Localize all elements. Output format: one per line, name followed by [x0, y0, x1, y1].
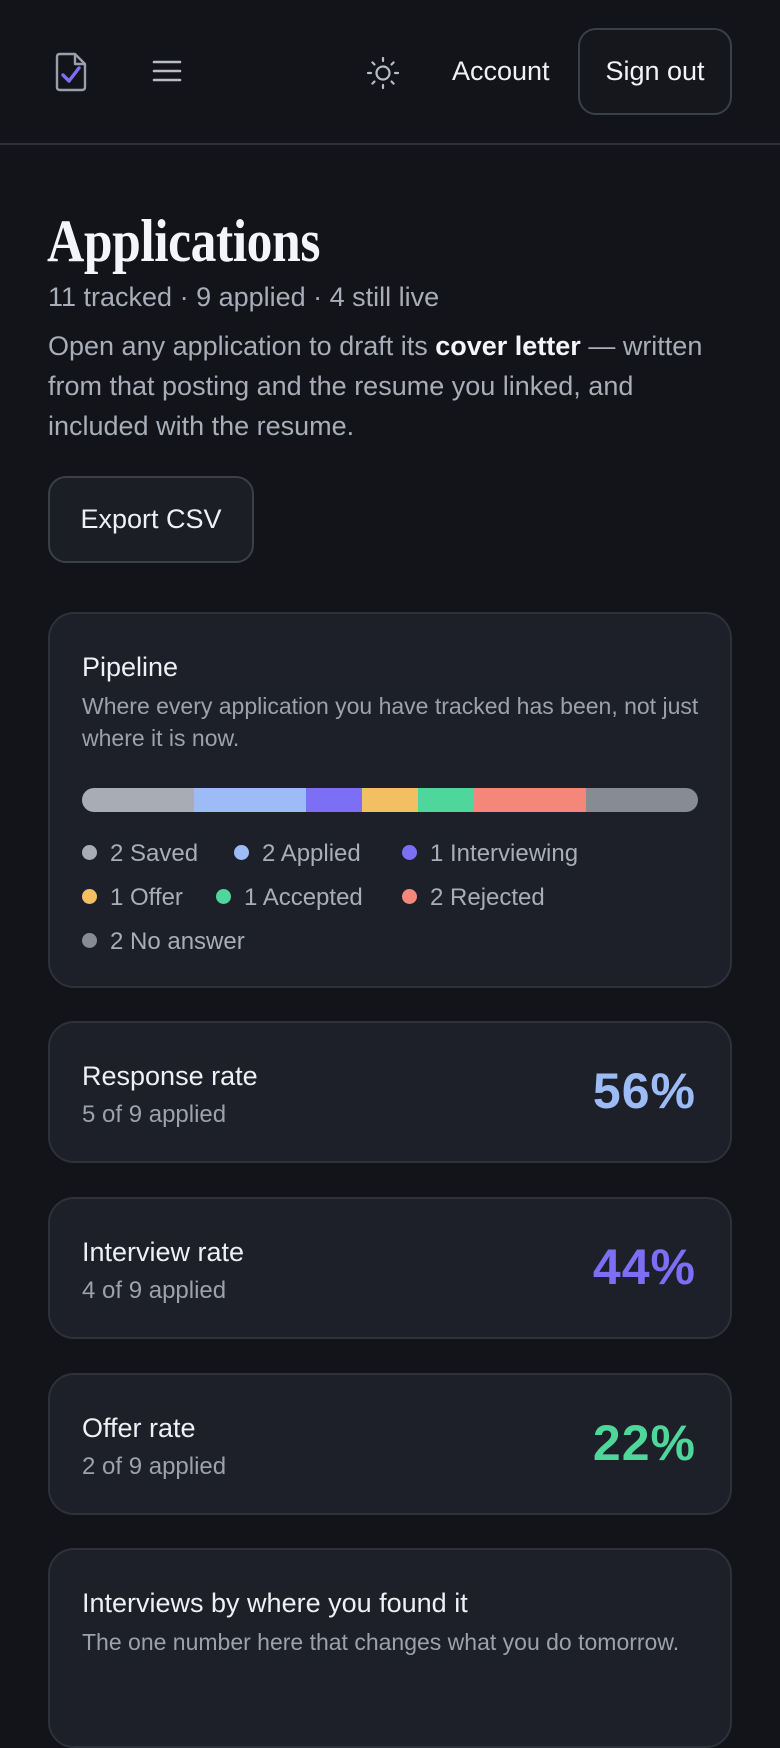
intro-text-end: — written from that posting and the resu…	[48, 331, 703, 441]
legend-dot	[402, 889, 417, 904]
rate-subtitle: 5 of 9 applied	[82, 1101, 227, 1128]
legend-item: 2 Rejected	[402, 876, 545, 920]
rate-value: 44%	[592, 1239, 696, 1295]
legend-dot	[216, 889, 231, 904]
sources-title: Interviews by where you found it	[82, 1588, 468, 1618]
pipeline-title: Pipeline	[82, 652, 179, 682]
offer-rate-card: Offer rate 2 of 9 applied 22%	[48, 1373, 732, 1515]
legend-label: 1 Offer	[110, 884, 183, 911]
interviews-by-source-card: Interviews by where you found it The one…	[48, 1548, 732, 1748]
pipeline-subtitle: Where every application you have tracked…	[82, 693, 699, 751]
legend-dot	[234, 845, 249, 860]
legend-label: 2 No answer	[110, 928, 245, 955]
rate-value: 56%	[592, 1063, 696, 1119]
rate-title: Response rate	[82, 1061, 258, 1091]
applications-summary: 11 tracked · 9 applied · 4 still live	[48, 282, 440, 312]
legend-label: 2 Applied	[262, 840, 361, 867]
rate-subtitle: 4 of 9 applied	[82, 1277, 227, 1304]
response-rate-card: Response rate 5 of 9 applied 56%	[48, 1021, 732, 1163]
page-title: Applications	[47, 208, 320, 274]
legend-label: 2 Saved	[110, 840, 199, 867]
legend-label: 2 Rejected	[430, 884, 545, 911]
interview-rate-card: Interview rate 4 of 9 applied 44%	[48, 1197, 732, 1339]
pipeline-segment	[586, 788, 698, 812]
legend-item: 2 No answer	[82, 920, 245, 964]
sun-icon[interactable]	[366, 56, 400, 90]
legend-dot	[82, 889, 97, 904]
pipeline-bar	[82, 788, 698, 812]
legend-label: 1 Accepted	[244, 884, 363, 911]
intro-text: Open any application to draft its cover …	[48, 326, 738, 446]
export-csv-button[interactable]: Export CSV	[48, 476, 254, 563]
pipeline-segment	[82, 788, 194, 812]
rate-title: Interview rate	[82, 1237, 245, 1267]
pipeline-segment	[306, 788, 362, 812]
legend-item: 1 Offer	[82, 876, 183, 920]
pipeline-segment	[474, 788, 586, 812]
hamburger-menu-icon[interactable]	[152, 58, 182, 84]
legend-label: 1 Interviewing	[430, 840, 579, 867]
legend-dot	[82, 845, 97, 860]
legend-dot	[82, 933, 97, 948]
pipeline-segment	[362, 788, 418, 812]
clipboard-check-icon[interactable]	[54, 52, 88, 92]
sign-out-button[interactable]: Sign out	[578, 28, 732, 115]
legend-item: 1 Interviewing	[402, 832, 578, 876]
legend-item: 2 Saved	[82, 832, 198, 876]
intro-text-start: Open any application to draft its	[48, 331, 436, 361]
rate-subtitle: 2 of 9 applied	[82, 1453, 227, 1480]
legend-item: 1 Accepted	[216, 876, 363, 920]
pipeline-segment	[194, 788, 306, 812]
legend-item: 2 Applied	[234, 832, 361, 876]
pipeline-segment	[418, 788, 474, 812]
sources-subtitle: The one number here that changes what yo…	[82, 1629, 680, 1655]
account-link[interactable]: Account	[452, 56, 550, 86]
legend-dot	[402, 845, 417, 860]
top-bar: Account Sign out	[0, 0, 780, 145]
rate-title: Offer rate	[82, 1413, 196, 1443]
intro-text-bold: cover letter	[435, 331, 581, 361]
rate-value: 22%	[592, 1415, 696, 1471]
pipeline-card: Pipeline Where every application you hav…	[48, 612, 732, 988]
